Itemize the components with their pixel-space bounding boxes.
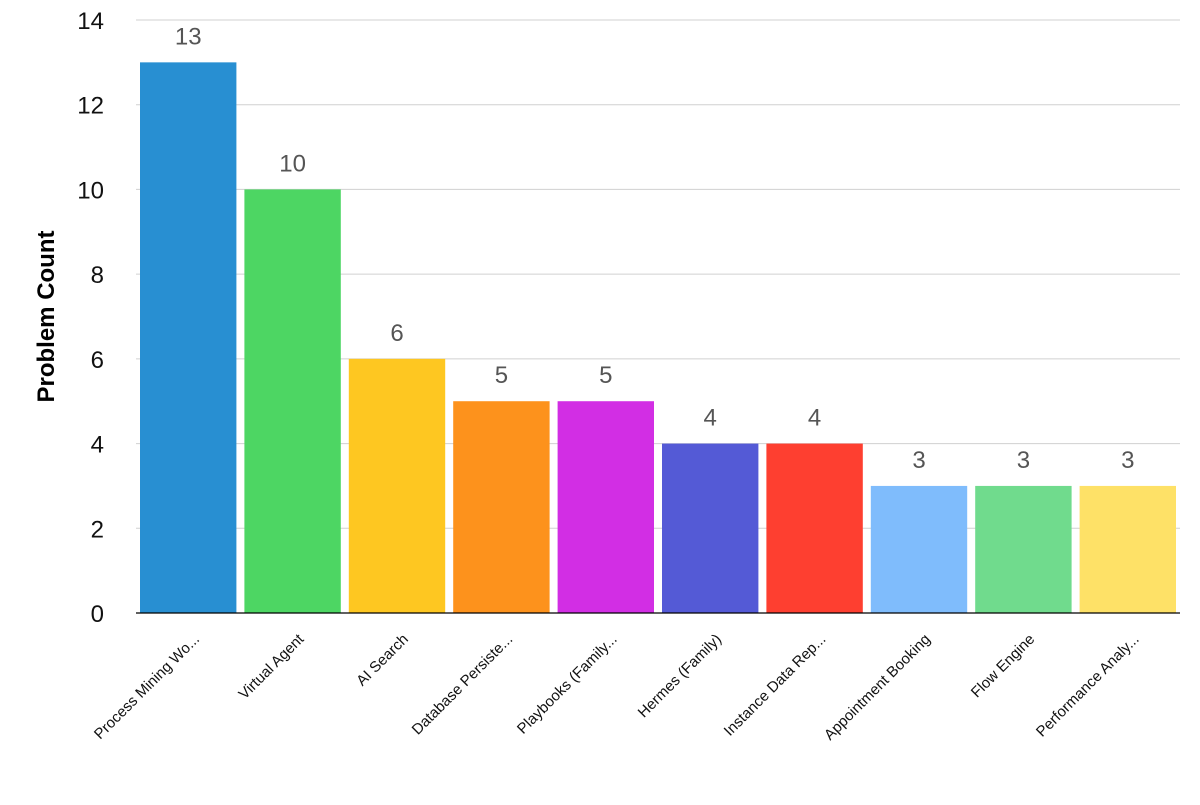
bar-layer xyxy=(140,62,1176,614)
data-label: 5 xyxy=(495,362,508,389)
x-tick-label: Appointment Booking xyxy=(821,631,934,744)
bar[interactable] xyxy=(1079,485,1176,613)
bar[interactable] xyxy=(870,485,968,613)
data-label: 6 xyxy=(390,320,403,347)
data-label: 10 xyxy=(279,150,306,177)
x-axis-ticks: Process Mining Wo... Virtual Agent AI Sear… xyxy=(91,630,1143,743)
y-tick-label: 14 xyxy=(77,8,104,35)
x-tick-label: Database Persiste... xyxy=(409,631,517,739)
data-label: 5 xyxy=(599,362,612,389)
bar[interactable] xyxy=(244,189,341,613)
x-tick-label: Hermes (Family) xyxy=(635,631,725,721)
bar[interactable] xyxy=(348,358,446,613)
y-tick-label: 6 xyxy=(91,347,104,374)
data-label: 4 xyxy=(704,405,717,432)
y-tick-label: 0 xyxy=(91,601,104,628)
data-label-layer: 13 10 6 5 5 4 4 3 3 3 xyxy=(175,23,1135,474)
bar[interactable] xyxy=(140,62,237,614)
y-tick-label: 2 xyxy=(91,516,104,543)
x-tick-label: Performance Analy... xyxy=(1033,631,1143,741)
bar[interactable] xyxy=(453,401,550,613)
x-tick-label: Process Mining Wo... xyxy=(91,631,203,743)
x-tick-label: Flow Engine xyxy=(968,631,1038,701)
y-tick-label: 4 xyxy=(91,432,104,459)
y-axis-label: Problem Count xyxy=(33,230,60,402)
data-label: 3 xyxy=(1121,447,1134,474)
data-label: 13 xyxy=(175,23,202,50)
data-label: 3 xyxy=(912,447,925,474)
y-tick-label: 8 xyxy=(91,262,104,289)
bar[interactable] xyxy=(766,443,863,613)
x-tick-label: Virtual Agent xyxy=(235,630,308,703)
bar[interactable] xyxy=(557,401,654,613)
x-tick-label: Instance Data Rep... xyxy=(721,631,830,740)
y-axis-ticks: 0 2 4 6 8 10 12 14 xyxy=(77,8,104,628)
bar[interactable] xyxy=(975,485,1072,613)
data-label: 4 xyxy=(808,405,821,432)
bar[interactable] xyxy=(662,443,759,613)
y-tick-label: 10 xyxy=(77,177,104,204)
x-tick-label: AI Search xyxy=(353,631,412,690)
data-label: 3 xyxy=(1017,447,1030,474)
x-tick-label: Playbooks (Family... xyxy=(514,631,621,738)
y-tick-label: 12 xyxy=(77,93,104,120)
